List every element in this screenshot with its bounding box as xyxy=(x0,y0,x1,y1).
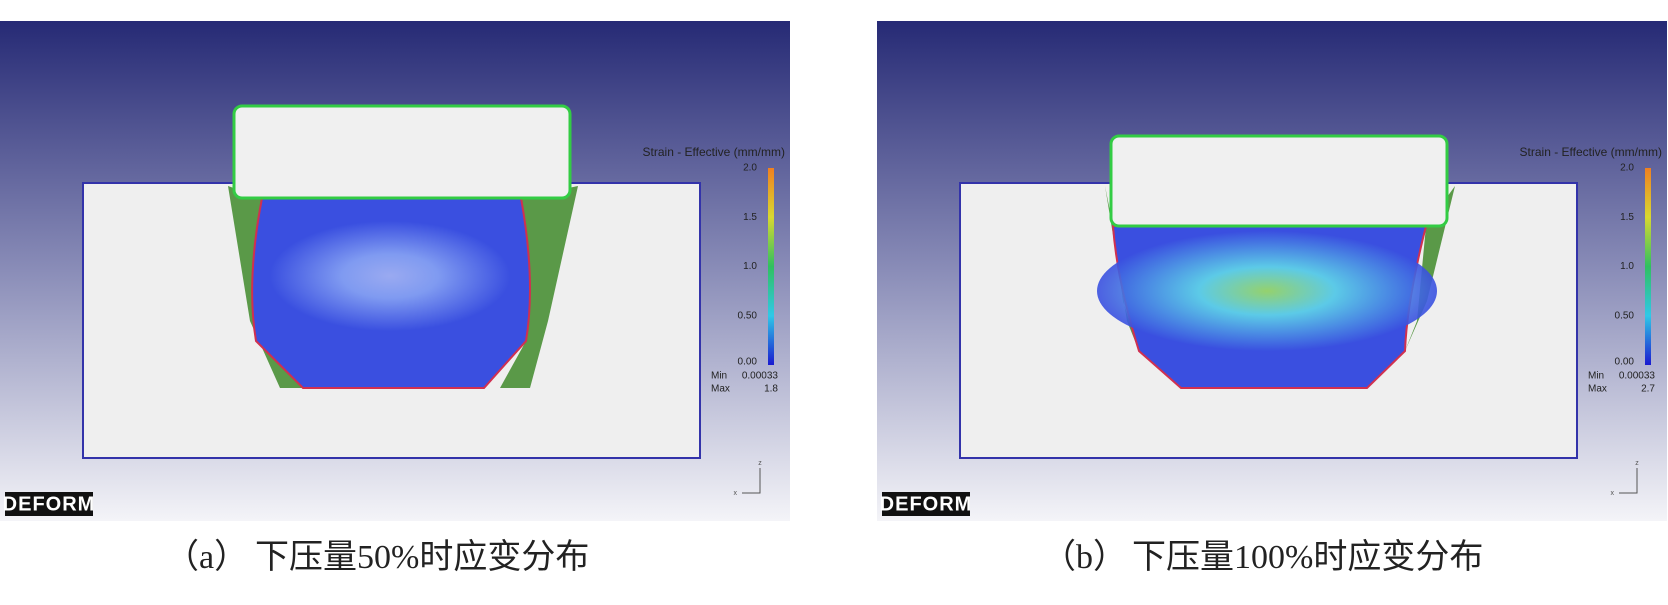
legend-tick: 2.0 xyxy=(1620,163,1634,174)
max-value: 1.8 xyxy=(764,384,778,395)
max-value: 2.7 xyxy=(1641,384,1655,395)
axis-x: x xyxy=(1611,490,1615,497)
axis-z: z xyxy=(758,460,762,467)
legend-title: Strain - Effective (mm/mm) xyxy=(643,145,785,159)
logo: DEFORM xyxy=(880,493,973,515)
logo-box xyxy=(5,492,93,516)
min-label: Min xyxy=(711,371,727,382)
color-bar xyxy=(768,168,774,365)
legend-tick: 1.5 xyxy=(743,212,757,223)
caption: 下压量50%时应变分布 xyxy=(255,538,589,576)
axis-z: z xyxy=(1635,460,1639,467)
panel: Strain - Effective (mm/mm) 2.0 1.5 1.0 0.50 0… xyxy=(877,21,1667,521)
color-bar xyxy=(1645,168,1651,365)
min-label: Min xyxy=(1588,371,1604,382)
caption-label: （b） xyxy=(1042,538,1127,576)
caption-label: （a） xyxy=(165,538,248,576)
legend-tick: 0.50 xyxy=(1615,310,1635,321)
panel: Strain - Effective (mm/mm) 2.0 1.5 1.0 0.50 0… xyxy=(0,21,790,521)
legend-tick: 0.00 xyxy=(738,357,758,368)
punch xyxy=(1109,134,1449,228)
legend-tick: 1.5 xyxy=(1620,212,1634,223)
logo-box xyxy=(882,492,970,516)
legend-tick: 1.0 xyxy=(1620,261,1634,272)
legend-tick: 2.0 xyxy=(743,163,757,174)
axis-triad xyxy=(1619,468,1638,494)
min-value: 0.00033 xyxy=(1619,371,1656,382)
legend-tick: 0.00 xyxy=(1615,357,1635,368)
flash-mesh xyxy=(228,186,578,388)
caption: 下压量100%时应变分布 xyxy=(1132,538,1483,576)
legend-tick: 0.50 xyxy=(738,310,758,321)
legend-tick: 1.0 xyxy=(743,261,757,272)
punch xyxy=(232,104,572,200)
strain-zone xyxy=(270,221,510,331)
axis-triad xyxy=(742,468,761,494)
strain-zone xyxy=(1097,231,1437,351)
axis-x: x xyxy=(734,490,738,497)
max-label: Max xyxy=(1588,384,1607,395)
min-value: 0.00033 xyxy=(742,371,779,382)
legend-title: Strain - Effective (mm/mm) xyxy=(1520,145,1662,159)
logo: DEFORM xyxy=(3,493,96,515)
max-label: Max xyxy=(711,384,730,395)
